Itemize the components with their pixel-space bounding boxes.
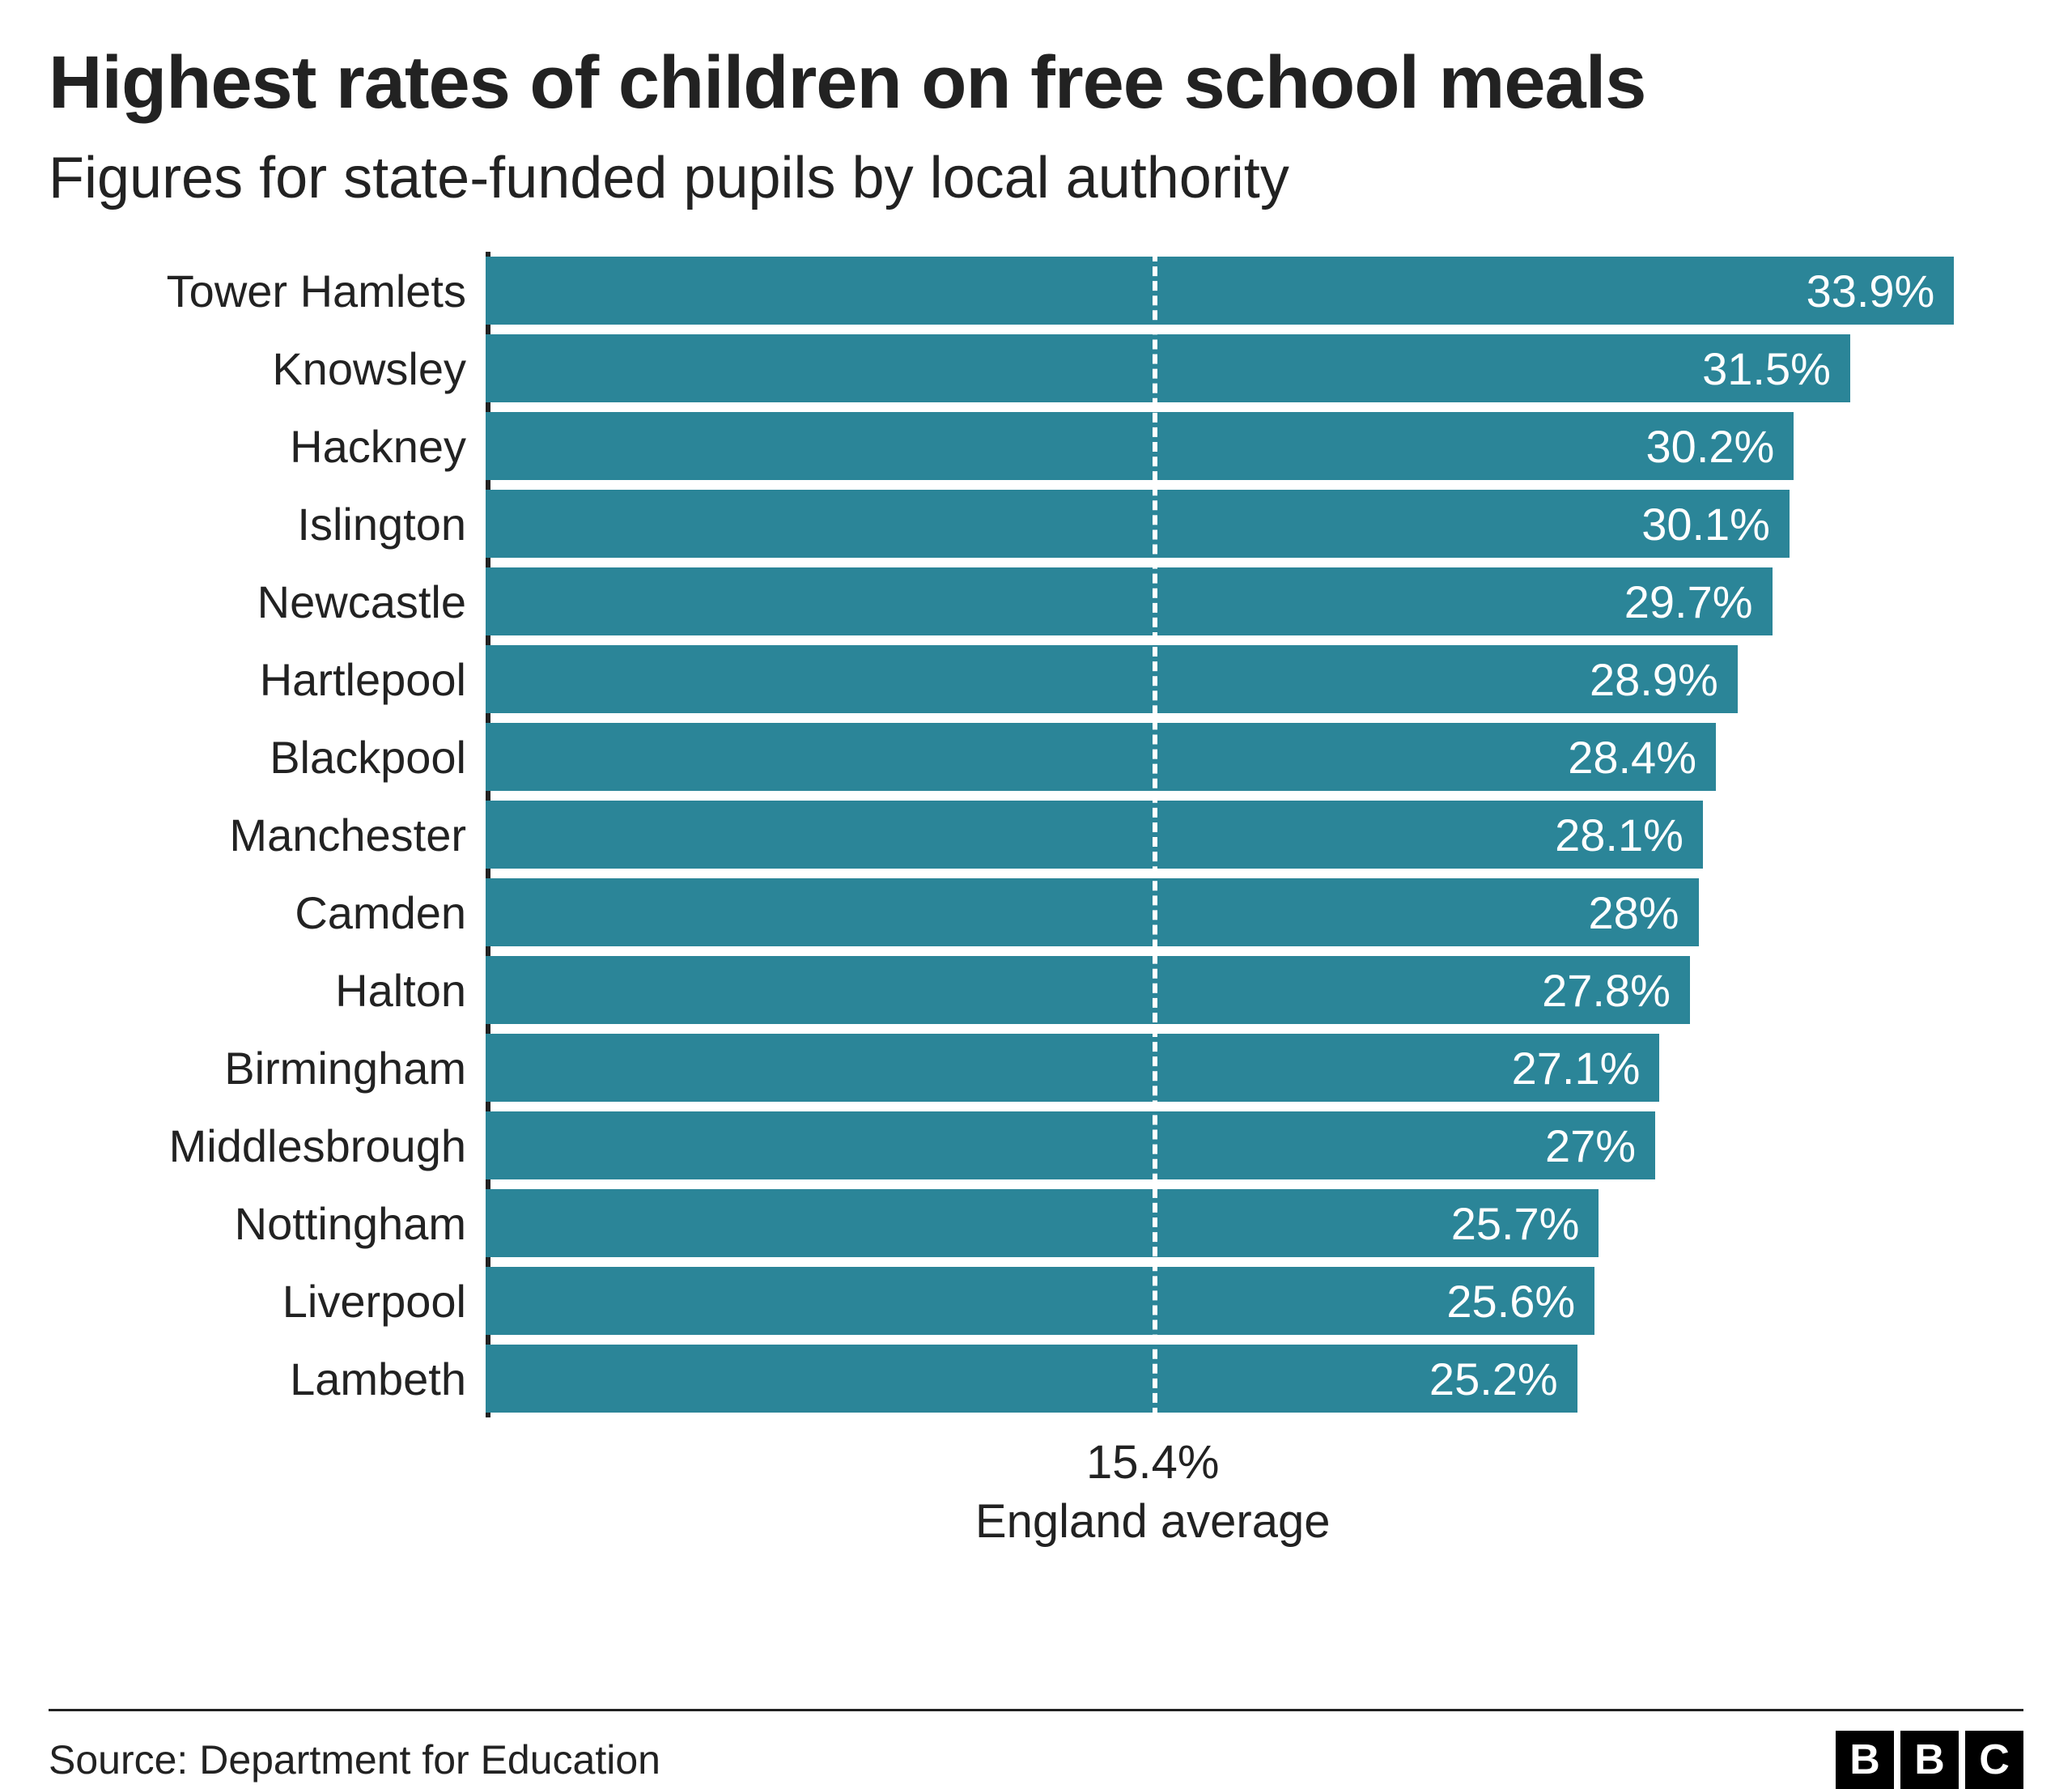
bar-label: Hackney — [49, 420, 486, 473]
bar-row: Liverpool 25.6% — [49, 1262, 2023, 1340]
bar-label: Camden — [49, 886, 486, 939]
bar-track: 28.1% — [486, 801, 2023, 869]
bar-label: Middlesbrough — [49, 1120, 486, 1172]
bar: 33.9% — [486, 257, 1954, 325]
bar-row: Manchester 28.1% — [49, 796, 2023, 873]
bar-value: 27.8% — [1542, 964, 1671, 1017]
bar-value: 28.1% — [1555, 809, 1684, 861]
chart-subtitle: Figures for state-funded pupils by local… — [49, 145, 2023, 211]
bar: 29.7% — [486, 567, 1773, 635]
bar: 25.2% — [486, 1345, 1577, 1413]
bar: 25.7% — [486, 1189, 1599, 1257]
bar: 30.2% — [486, 412, 1794, 480]
avg-pct: 15.4% — [942, 1434, 1363, 1493]
bar-value: 33.9% — [1807, 265, 1935, 317]
bar-label: Manchester — [49, 809, 486, 861]
bar-row: Nottingham 25.7% — [49, 1184, 2023, 1262]
bar-value: 28% — [1588, 886, 1679, 939]
bar-value: 27.1% — [1512, 1042, 1641, 1094]
bar-row: Middlesbrough 27% — [49, 1107, 2023, 1184]
bar-track: 28% — [486, 878, 2023, 946]
bar-track: 25.7% — [486, 1189, 2023, 1257]
bar: 30.1% — [486, 490, 1790, 558]
bar: 28% — [486, 878, 1699, 946]
bar-track: 25.2% — [486, 1345, 2023, 1413]
bar-row: Hartlepool 28.9% — [49, 640, 2023, 718]
chart-rows: Tower Hamlets 33.9% Knowsley 31.5% Hackney 30… — [49, 252, 2023, 1417]
bar-label: Halton — [49, 964, 486, 1017]
avg-text: England average — [942, 1493, 1363, 1552]
bar-label: Knowsley — [49, 342, 486, 395]
bbc-logo-box: B — [1900, 1731, 1959, 1789]
bar-row: Birmingham 27.1% — [49, 1029, 2023, 1107]
bar-label: Islington — [49, 498, 486, 550]
bar-row: Knowsley 31.5% — [49, 329, 2023, 407]
bar: 25.6% — [486, 1267, 1594, 1335]
bar-row: Newcastle 29.7% — [49, 563, 2023, 640]
bar-label: Nottingham — [49, 1197, 486, 1250]
bar-track: 33.9% — [486, 257, 2023, 325]
england-average-label: 15.4% England average — [942, 1434, 1363, 1551]
chart-footer: Source: Department for Education BBC — [49, 1709, 2023, 1789]
chart-area: Tower Hamlets 33.9% Knowsley 31.5% Hackney 30… — [49, 252, 2023, 1555]
bar: 27% — [486, 1111, 1655, 1179]
bar-value: 25.2% — [1429, 1353, 1558, 1405]
bar-track: 30.2% — [486, 412, 2023, 480]
bar-label: Newcastle — [49, 576, 486, 628]
bar: 28.1% — [486, 801, 1703, 869]
bar-row: Camden 28% — [49, 873, 2023, 951]
bar-label: Birmingham — [49, 1042, 486, 1094]
bar-value: 30.2% — [1646, 420, 1775, 473]
bar-track: 27% — [486, 1111, 2023, 1179]
bar: 27.1% — [486, 1034, 1659, 1102]
bar-row: Islington 30.1% — [49, 485, 2023, 563]
bar-row: Hackney 30.2% — [49, 407, 2023, 485]
bar-row: Lambeth 25.2% — [49, 1340, 2023, 1417]
bar-track: 27.8% — [486, 956, 2023, 1024]
bar-row: Blackpool 28.4% — [49, 718, 2023, 796]
bar-value: 27% — [1545, 1120, 1636, 1172]
bar-value: 28.4% — [1568, 731, 1696, 784]
bar-track: 28.4% — [486, 723, 2023, 791]
bar: 31.5% — [486, 334, 1850, 402]
source-text: Source: Department for Education — [49, 1736, 660, 1783]
bar-track: 28.9% — [486, 645, 2023, 713]
bar-label: Lambeth — [49, 1353, 486, 1405]
bar-value: 31.5% — [1702, 342, 1831, 395]
bbc-logo-box: B — [1836, 1731, 1894, 1789]
bbc-logo: BBC — [1836, 1731, 2023, 1789]
bar-track: 30.1% — [486, 490, 2023, 558]
bar-track: 27.1% — [486, 1034, 2023, 1102]
bar-label: Blackpool — [49, 731, 486, 784]
chart-title: Highest rates of children on free school… — [49, 40, 2023, 125]
bar-label: Tower Hamlets — [49, 265, 486, 317]
bar: 28.9% — [486, 645, 1738, 713]
bar-track: 29.7% — [486, 567, 2023, 635]
bar-track: 31.5% — [486, 334, 2023, 402]
bar-value: 25.6% — [1446, 1275, 1575, 1328]
bar: 27.8% — [486, 956, 1690, 1024]
bar-track: 25.6% — [486, 1267, 2023, 1335]
bar-label: Liverpool — [49, 1275, 486, 1328]
bar-value: 25.7% — [1451, 1197, 1580, 1250]
bar-label: Hartlepool — [49, 653, 486, 706]
bar-value: 30.1% — [1641, 498, 1770, 550]
bbc-logo-box: C — [1965, 1731, 2023, 1789]
bar-value: 29.7% — [1624, 576, 1753, 628]
bar-value: 28.9% — [1590, 653, 1718, 706]
bar-row: Halton 27.8% — [49, 951, 2023, 1029]
bar: 28.4% — [486, 723, 1716, 791]
bar-row: Tower Hamlets 33.9% — [49, 252, 2023, 329]
